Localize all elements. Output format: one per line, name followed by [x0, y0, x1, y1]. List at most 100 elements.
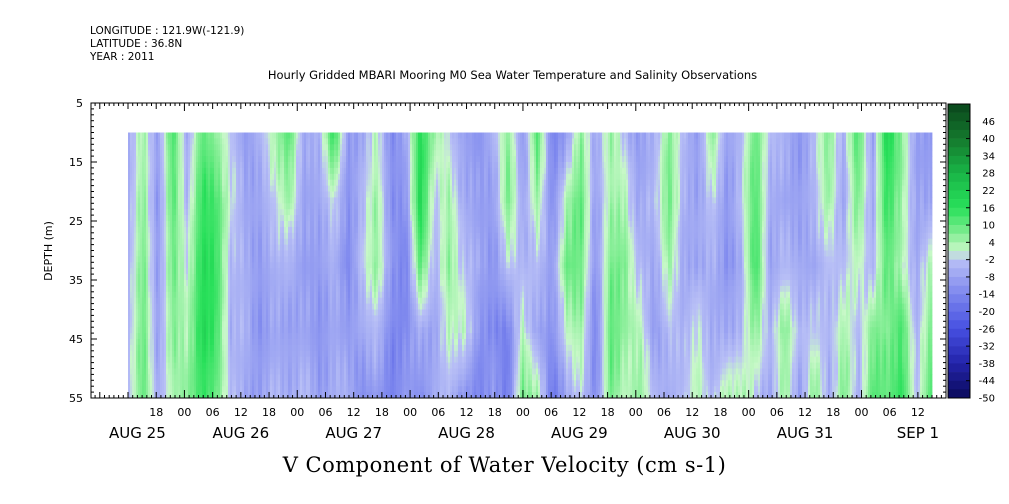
heatmap-cell [138, 315, 141, 322]
heatmap-cell [348, 238, 351, 245]
heatmap-cell [230, 197, 233, 204]
heatmap-cell [192, 156, 195, 163]
heatmap-cell [216, 162, 219, 169]
heatmap-cell [248, 268, 251, 275]
heatmap-cell [174, 238, 177, 245]
heatmap-cell [340, 173, 343, 181]
heatmap-cell [252, 185, 255, 192]
heatmap-cell [306, 203, 309, 210]
heatmap-cell [342, 262, 345, 269]
heatmap-cell [346, 221, 349, 228]
heatmap-cell [238, 315, 241, 322]
heatmap-cell [208, 256, 211, 263]
heatmap-cell [322, 238, 325, 245]
heatmap-cell [128, 221, 131, 228]
heatmap-cell [300, 138, 303, 145]
heatmap-cell [168, 303, 171, 310]
heatmap-cell [130, 215, 133, 222]
heatmap-cell [158, 150, 161, 157]
heatmap-cell [306, 386, 309, 393]
heatmap-cell [290, 132, 293, 139]
heatmap-cell [168, 315, 171, 322]
heatmap-cell [186, 167, 189, 175]
heatmap-cell [140, 221, 143, 228]
heatmap-cell [132, 197, 135, 204]
heatmap-cell [278, 285, 281, 293]
heatmap-cell [332, 368, 335, 375]
heatmap-cell [272, 315, 275, 322]
heatmap-cell [196, 256, 199, 263]
heatmap-cell [198, 144, 201, 151]
heatmap-cell [182, 321, 185, 328]
heatmap-cell [264, 185, 267, 192]
heatmap-cell [142, 209, 145, 216]
heatmap-cell [222, 380, 225, 387]
heatmap-cell [334, 132, 337, 139]
heatmap-cell [160, 191, 163, 198]
heatmap-cell [306, 250, 309, 257]
heatmap-cell [328, 392, 331, 399]
heatmap-cell [256, 268, 259, 275]
heatmap-cell [224, 291, 227, 299]
heatmap-cell [220, 262, 223, 269]
heatmap-cell [160, 274, 163, 281]
heatmap-cell [128, 297, 131, 304]
heatmap-cell [208, 226, 211, 234]
heatmap-cell [222, 344, 225, 352]
heatmap-cell [194, 179, 197, 186]
heatmap-cell [250, 297, 253, 304]
heatmap-cell [188, 226, 191, 234]
heatmap-cell [230, 179, 233, 186]
heatmap-cell [284, 156, 287, 163]
heatmap-cell [276, 191, 279, 198]
heatmap-cell [154, 197, 157, 204]
heatmap-cell [304, 150, 307, 157]
heatmap-cell [244, 150, 247, 157]
heatmap-cell [184, 132, 187, 139]
heatmap-cell [340, 297, 343, 304]
heatmap-cell [302, 167, 305, 175]
heatmap-cell [188, 221, 191, 228]
heatmap-cell [340, 197, 343, 204]
heatmap-cell [286, 285, 289, 293]
heatmap-cell [274, 191, 277, 198]
heatmap-cell [218, 256, 221, 263]
heatmap-cell [142, 303, 145, 310]
heatmap-cell [306, 309, 309, 316]
heatmap-cell [210, 268, 213, 275]
heatmap-cell [190, 303, 193, 310]
heatmap-cell [314, 350, 317, 358]
heatmap-cell [312, 374, 315, 381]
heatmap-cell [304, 280, 307, 287]
heatmap-cell [326, 344, 329, 352]
heatmap-cell [332, 244, 335, 251]
heatmap-cell [320, 232, 323, 240]
heatmap-cell [176, 167, 179, 175]
heatmap-cell [336, 215, 339, 222]
heatmap-cell [270, 303, 273, 310]
heatmap-cell [162, 191, 165, 198]
heatmap-cell [150, 203, 153, 210]
heatmap-cell [232, 291, 235, 299]
heatmap-cell [248, 179, 251, 186]
heatmap-cell [240, 221, 243, 228]
heatmap-cell [176, 215, 179, 222]
heatmap-cell [252, 303, 255, 310]
heatmap-cell [218, 173, 221, 181]
heatmap-cell [142, 238, 145, 245]
heatmap-cell [204, 321, 207, 328]
heatmap-cell [130, 138, 133, 145]
heatmap-cell [212, 162, 215, 169]
heatmap-cell [330, 268, 333, 275]
heatmap-cell [228, 285, 231, 293]
heatmap-cell [340, 138, 343, 145]
heatmap-cell [332, 392, 335, 399]
heatmap-cell [216, 380, 219, 387]
heatmap-cell [278, 156, 281, 163]
heatmap-cell [152, 321, 155, 328]
heatmap-cell [130, 356, 133, 363]
heatmap-cell [204, 386, 207, 393]
heatmap-cell [134, 315, 137, 322]
heatmap-cell [212, 138, 215, 145]
heatmap-cell [314, 132, 317, 139]
